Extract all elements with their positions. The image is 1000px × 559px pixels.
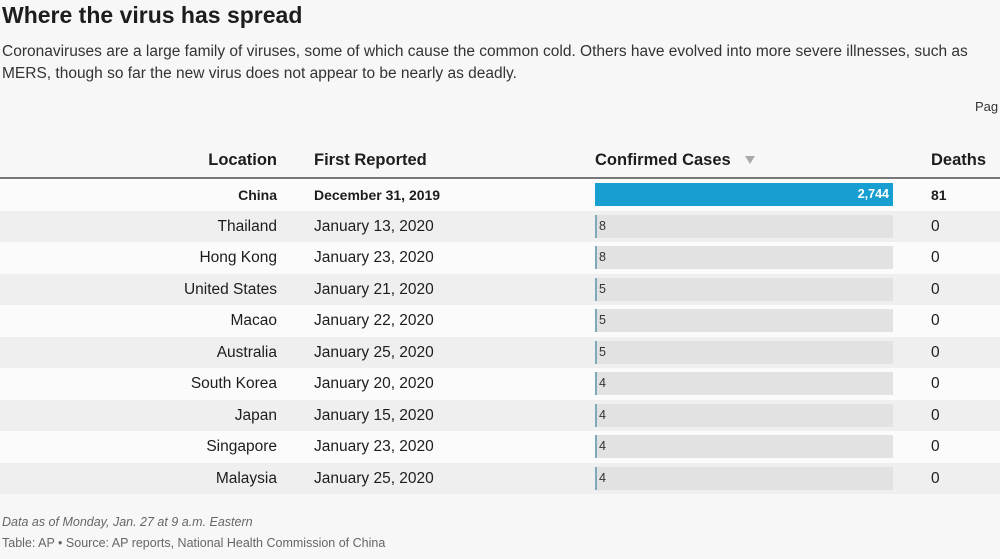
date-cell: December 31, 2019	[314, 187, 441, 203]
pagination[interactable]: Pag	[975, 99, 999, 114]
deaths-cell: 0	[931, 438, 940, 455]
column-header[interactable]: First Reported	[314, 151, 427, 169]
bar-label: 5	[599, 281, 606, 296]
deaths-cell: 0	[931, 217, 940, 235]
table-row: Malaysia January 25, 2020 4 0	[0, 462, 1000, 494]
source: Table: AP • Source: AP reports, National…	[2, 536, 386, 550]
table-row: Macao January 22, 2020 5 0	[0, 305, 1000, 337]
title: Where the virus has spread	[2, 2, 303, 28]
date-cell: January 21, 2020	[314, 280, 434, 298]
bar-track	[595, 246, 893, 269]
bar-label: 2,744	[857, 187, 889, 201]
location-cell: South Korea	[190, 375, 277, 392]
bar-track	[595, 466, 893, 490]
bar-label: 4	[599, 470, 606, 485]
bar-track	[595, 277, 893, 301]
bar	[595, 277, 597, 301]
bar	[595, 435, 597, 458]
location-cell: United States	[183, 280, 277, 298]
table-row: Hong Kong January 23, 2020 8 0	[0, 242, 1000, 274]
bar-label: 4	[599, 407, 606, 422]
date-cell: January 13, 2020	[314, 217, 434, 235]
table-row: South Korea January 20, 2020 4 0	[0, 368, 1000, 400]
date-cell: January 25, 2020	[314, 469, 434, 487]
date-cell: January 23, 2020	[314, 249, 434, 266]
bar	[595, 466, 597, 490]
deaths-cell: 0	[931, 375, 940, 392]
sort-arrow[interactable]	[744, 155, 756, 165]
note: Data as of Monday, Jan. 27 at 9 a.m. Eas…	[2, 515, 253, 529]
bar-track	[595, 372, 893, 395]
location-cell: Australia	[216, 343, 277, 361]
bar	[595, 183, 893, 206]
deaths-cell: 0	[931, 469, 940, 487]
column-header[interactable]: Deaths	[931, 151, 987, 169]
bar	[595, 372, 597, 395]
date-cell: January 22, 2020	[314, 312, 434, 329]
bar	[595, 340, 597, 364]
subtitle: Coronaviruses are a large family of viru…	[2, 43, 968, 82]
bar-track	[595, 435, 893, 458]
bar-label: 5	[599, 344, 606, 359]
location-cell: Malaysia	[215, 469, 277, 487]
column-header[interactable]: Location	[208, 151, 277, 169]
bar-track	[595, 214, 893, 238]
bar-track	[595, 403, 893, 427]
deaths-cell: 81	[931, 187, 947, 203]
table-row: Thailand January 13, 2020 8 0	[0, 210, 1000, 242]
location-cell: Thailand	[217, 217, 277, 235]
table-row: Japan January 15, 2020 4 0	[0, 399, 1000, 431]
bar	[595, 403, 597, 427]
bar-label: 8	[599, 218, 606, 233]
deaths-cell: 0	[931, 343, 940, 361]
bar	[595, 214, 597, 238]
deaths-cell: 0	[931, 312, 940, 329]
deaths-cell: 0	[931, 406, 940, 424]
table-row: Australia January 25, 2020 5 0	[0, 336, 1000, 368]
location-cell: Macao	[230, 312, 277, 329]
bar-label: 5	[599, 313, 606, 327]
header-rule	[0, 177, 1000, 179]
table-row: United States January 21, 2020 5 0	[0, 273, 1000, 305]
bar-label: 8	[599, 250, 606, 264]
location-cell: China	[238, 187, 277, 203]
bar-label: 4	[599, 376, 606, 390]
date-cell: January 25, 2020	[314, 343, 434, 361]
date-cell: January 15, 2020	[314, 406, 434, 424]
column-header[interactable]: Confirmed Cases	[595, 151, 731, 169]
table-row: China December 31, 2019 2,744 81	[0, 179, 1000, 211]
location-cell: Japan	[234, 406, 277, 424]
bar-track	[595, 309, 893, 332]
bar-track	[595, 340, 893, 364]
deaths-cell: 0	[931, 280, 940, 298]
deaths-cell: 0	[931, 249, 940, 266]
location-cell: Singapore	[206, 438, 277, 455]
date-cell: January 20, 2020	[314, 375, 434, 392]
location-cell: Hong Kong	[199, 249, 277, 266]
table-row: Singapore January 23, 2020 4 0	[0, 431, 1000, 463]
date-cell: January 23, 2020	[314, 438, 434, 455]
bar	[595, 309, 597, 332]
bar-label: 4	[599, 439, 606, 453]
bar	[595, 246, 597, 269]
